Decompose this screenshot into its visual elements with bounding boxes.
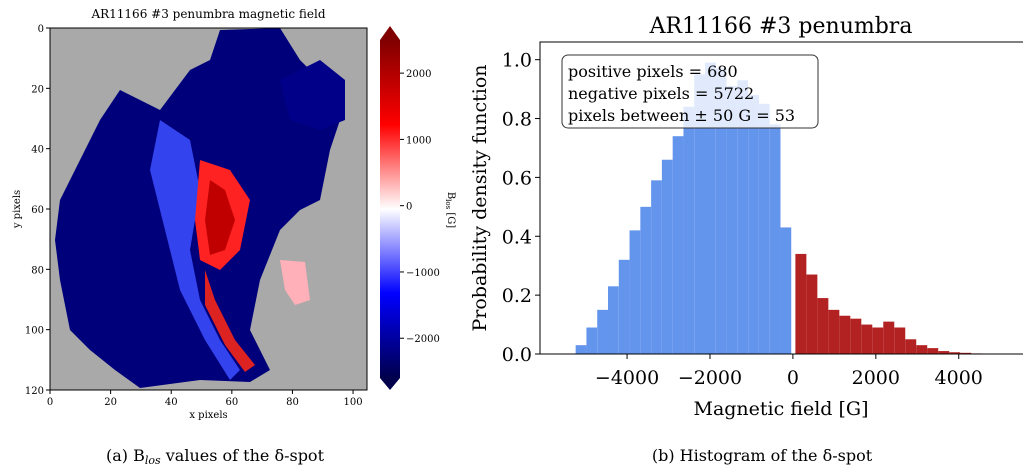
histogram-bar [705,62,716,355]
histogram-bar [927,348,939,354]
x-tick-label: 60 [225,397,238,408]
x-axis-label: Magnetic field [G] [693,398,868,420]
histogram-bar [586,327,598,354]
x-tick-label: 4000 [935,367,983,389]
histogram-bar [715,68,727,354]
y-tick-label: 120 [25,386,44,397]
histogram-bar [726,86,738,354]
y-tick-label: 0.4 [502,226,532,248]
annotation-line: pixels between ± 50 G = 53 [568,106,795,125]
histogram-bar [960,352,972,354]
histogram-bar [938,351,950,354]
histogram-bar [758,103,770,355]
colorbar-tick-label: 1000 [406,135,431,146]
x-tick-label: −4000 [595,367,659,389]
x-tick-label: 40 [165,397,178,408]
colorbar-label-main: B [445,192,456,199]
colorbar-tick-label: 0 [406,202,412,213]
y-tick-label: 0.6 [502,167,532,189]
histogram-bar [651,180,662,354]
histogram-bar [607,286,619,354]
y-tick-label: 0 [38,24,44,35]
y-axis-label: Probability density function [469,64,491,331]
y-tick-label: 20 [31,84,44,95]
annotation-line: negative pixels = 5722 [568,84,754,103]
y-axis-label: y pixels [12,190,23,229]
histogram-bar [683,106,695,354]
chart-title: AR11166 #3 penumbra [649,14,913,39]
x-tick-label: 100 [344,397,363,408]
y-tick-label: 1.0 [502,50,532,72]
colorbar-label: Blos [G] [444,192,456,228]
annotation-line: positive pixels = 680 [568,62,738,81]
magnetogram [50,28,367,390]
histogram-bar [737,80,749,354]
histogram-bar [949,352,961,354]
x-tick-label: 80 [286,397,299,408]
histogram-bar [661,159,673,354]
colorbar-tick-label: 2000 [406,69,431,80]
histogram-bar [618,259,630,354]
histogram-bar [817,298,829,354]
colorbar [380,40,400,378]
histogram-bar [916,345,928,354]
y-tick-label: 40 [31,145,44,156]
histogram-bar [769,124,781,354]
colorbar-tick-label: −1000 [406,268,440,279]
x-tick-label: 2000 [852,367,900,389]
histogram-bar [828,309,840,354]
histogram-bar [640,206,652,354]
caption: (a) Blos values of the δ-spot [106,446,325,467]
histogram-bar [575,345,587,354]
histogram-bar [839,315,851,354]
y-tick-label: 0.8 [502,109,532,131]
x-tick-label: 20 [104,397,117,408]
x-tick-label: −2000 [678,367,742,389]
annotation-box [561,54,819,129]
histogram-bar [694,74,706,355]
colorbar-label-sub: los [444,199,452,209]
colorbar-label-suffix: [G] [445,209,456,228]
x-axis-label: x pixels [189,410,227,421]
histogram-bar [872,327,884,354]
histogram-bar [597,309,608,354]
y-tick-label: 80 [31,265,44,276]
y-tick-label: 100 [25,326,44,337]
caption-sub: los [145,454,161,467]
caption-suffix: values of the δ-spot [161,446,325,465]
histogram-bar [748,94,759,354]
histogram-bar [905,339,917,354]
axes-frame [539,41,1023,355]
x-tick-label: 0 [47,397,53,408]
histogram-bar [806,274,818,354]
histogram-bar [672,136,684,354]
colorbar-tick-label: −2000 [406,334,440,345]
x-tick-label: 0 [787,367,799,389]
caption: (b) Histogram of the δ-spot [652,446,873,465]
histogram-bar [795,253,807,354]
histogram-bar [861,324,873,354]
histogram-bar [629,230,641,354]
caption-main: (a) B [106,446,145,465]
y-tick-label: 0.0 [502,344,532,366]
chart-title: AR11166 #3 penumbra magnetic field [90,7,325,21]
y-tick-label: 60 [31,205,44,216]
y-tick-label: 0.2 [502,285,532,307]
histogram-bar [780,227,792,354]
histogram-bar [894,327,906,354]
histogram-bar [850,318,862,354]
histogram-bar [883,321,895,354]
